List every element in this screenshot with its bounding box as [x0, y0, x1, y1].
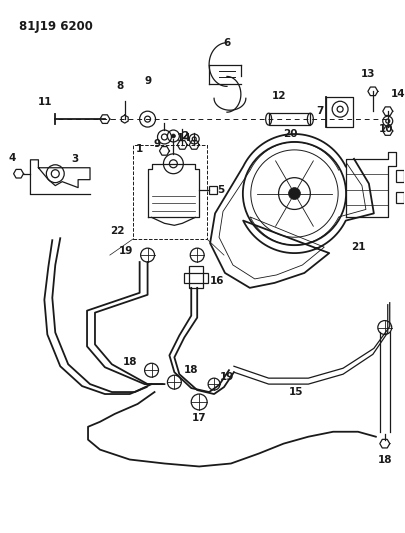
Text: 19: 19 — [118, 246, 132, 256]
Text: 21: 21 — [350, 242, 364, 252]
Bar — [209, 185, 217, 193]
Text: 20: 20 — [283, 129, 297, 139]
Text: 17: 17 — [192, 413, 206, 423]
Text: 2: 2 — [180, 131, 188, 141]
Text: 81J19 6200: 81J19 6200 — [19, 20, 92, 33]
Text: 5: 5 — [217, 184, 224, 195]
Text: 19: 19 — [219, 372, 234, 382]
Text: 14: 14 — [389, 90, 404, 99]
Text: 3: 3 — [71, 154, 79, 164]
Text: 11: 11 — [38, 97, 53, 107]
Text: 22: 22 — [110, 227, 125, 236]
Text: 6: 6 — [223, 38, 230, 47]
Text: 18: 18 — [377, 455, 391, 465]
Text: 16: 16 — [209, 276, 224, 286]
Text: 15: 15 — [288, 387, 303, 397]
Circle shape — [171, 134, 175, 138]
Text: 13: 13 — [360, 69, 374, 79]
Bar — [395, 169, 403, 182]
Circle shape — [288, 188, 300, 199]
Bar — [184, 273, 208, 283]
Text: 9: 9 — [153, 139, 161, 149]
Text: 10: 10 — [377, 124, 392, 134]
Bar — [132, 145, 207, 239]
Text: 18: 18 — [122, 357, 136, 367]
Text: 12: 12 — [271, 91, 285, 101]
Text: 4: 4 — [9, 153, 16, 163]
Text: 8: 8 — [116, 82, 123, 91]
Text: 1: 1 — [136, 144, 143, 154]
Text: 18: 18 — [183, 365, 198, 375]
Bar — [395, 191, 403, 204]
Bar — [189, 266, 202, 288]
Text: 14: 14 — [177, 133, 191, 143]
Text: 7: 7 — [316, 106, 323, 116]
Bar — [268, 113, 309, 125]
Text: 9: 9 — [144, 76, 151, 86]
